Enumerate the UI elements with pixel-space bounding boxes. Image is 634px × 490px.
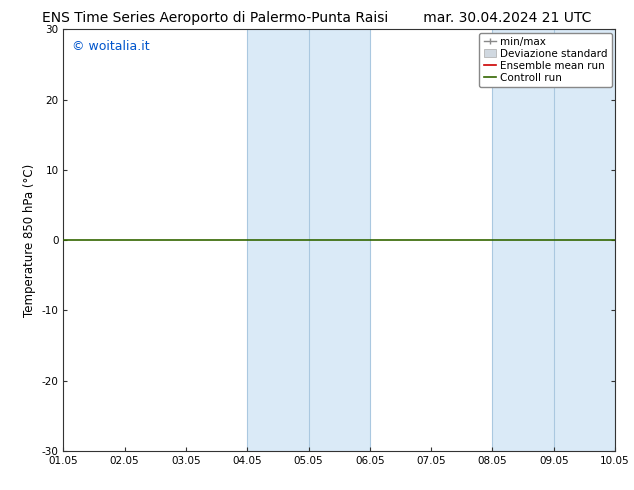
Text: © woitalia.it: © woitalia.it: [72, 40, 149, 53]
Text: ENS Time Series Aeroporto di Palermo-Punta Raisi        mar. 30.04.2024 21 UTC: ENS Time Series Aeroporto di Palermo-Pun…: [42, 11, 592, 25]
Bar: [493, 29, 615, 451]
Y-axis label: Temperature 850 hPa (°C): Temperature 850 hPa (°C): [23, 164, 36, 317]
Bar: [247, 29, 370, 451]
Legend: min/max, Deviazione standard, Ensemble mean run, Controll run: min/max, Deviazione standard, Ensemble m…: [479, 32, 612, 87]
